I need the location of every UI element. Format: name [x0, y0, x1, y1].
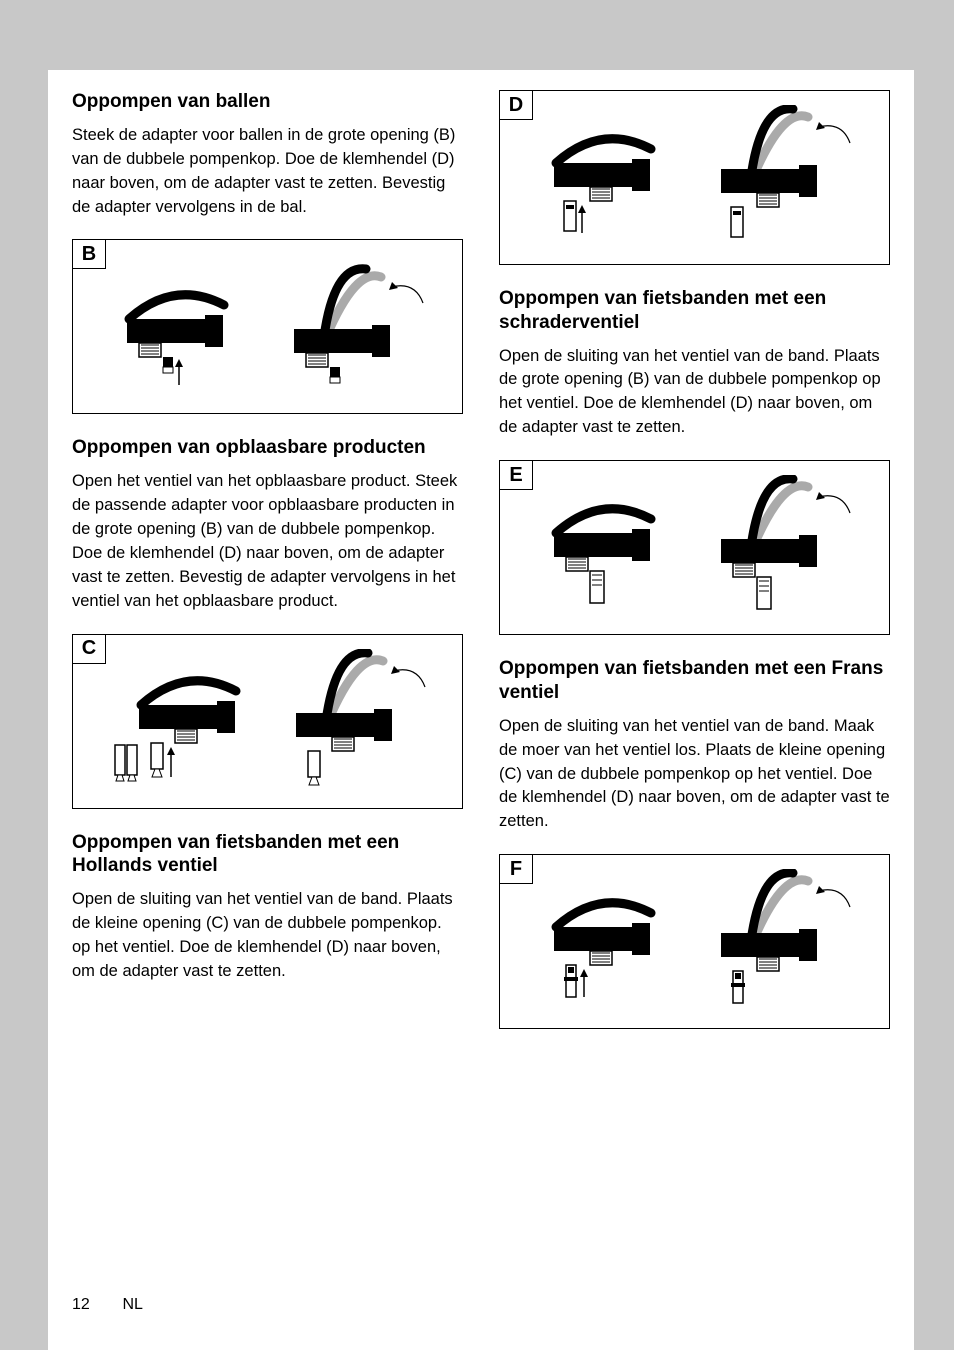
body-text: Steek de adapter voor ballen in de grote… — [72, 124, 463, 220]
section-frans: Oppompen van fietsbanden met een Frans v… — [499, 657, 890, 834]
heading: Oppompen van opblaasbare producten — [72, 436, 463, 460]
pump-head-down-icon — [526, 105, 676, 250]
page-footer: 12 NL — [72, 1296, 143, 1314]
pump-head-up-icon — [693, 869, 863, 1014]
figure-e: E — [499, 460, 890, 635]
pump-head-down-icon — [97, 649, 257, 794]
pump-head-up-icon — [268, 649, 438, 794]
figure-d: D — [499, 90, 890, 265]
pump-head-down-icon — [526, 869, 676, 1014]
figure-illustration — [73, 240, 462, 413]
body-text: Open de sluiting van het ventiel van de … — [499, 715, 890, 835]
manual-page: Oppompen van ballen Steek de adapter voo… — [48, 70, 914, 1350]
pump-head-up-icon — [693, 475, 863, 620]
section-hollands: Oppompen van fietsbanden met een Holland… — [72, 831, 463, 984]
figure-illustration — [500, 461, 889, 634]
section-ballen: Oppompen van ballen Steek de adapter voo… — [72, 90, 463, 219]
heading: Oppompen van fietsbanden met een Holland… — [72, 831, 463, 879]
heading: Oppompen van fietsbanden met een Frans v… — [499, 657, 890, 705]
pump-head-up-icon — [266, 257, 436, 397]
body-text: Open de sluiting van het ventiel van de … — [499, 345, 890, 441]
right-column: D — [499, 90, 890, 1051]
pump-head-down-icon — [526, 475, 676, 620]
figure-illustration — [500, 91, 889, 264]
body-text: Open het ventiel van het opblaasbare pro… — [72, 470, 463, 614]
heading: Oppompen van fietsbanden met een schrade… — [499, 287, 890, 335]
column-container: Oppompen van ballen Steek de adapter voo… — [72, 90, 890, 1051]
figure-illustration — [73, 635, 462, 808]
figure-illustration — [500, 855, 889, 1028]
pump-head-up-icon — [693, 105, 863, 250]
page-language: NL — [122, 1296, 142, 1313]
figure-f: F — [499, 854, 890, 1029]
figure-b: B — [72, 239, 463, 414]
heading: Oppompen van ballen — [72, 90, 463, 114]
figure-c: C — [72, 634, 463, 809]
page-number: 12 — [72, 1296, 118, 1314]
left-column: Oppompen van ballen Steek de adapter voo… — [72, 90, 463, 1051]
section-opblaasbare: Oppompen van opblaasbare producten Open … — [72, 436, 463, 613]
body-text: Open de sluiting van het ventiel van de … — [72, 888, 463, 984]
section-schrader: Oppompen van fietsbanden met een schrade… — [499, 287, 890, 440]
pump-head-down-icon — [99, 257, 249, 397]
